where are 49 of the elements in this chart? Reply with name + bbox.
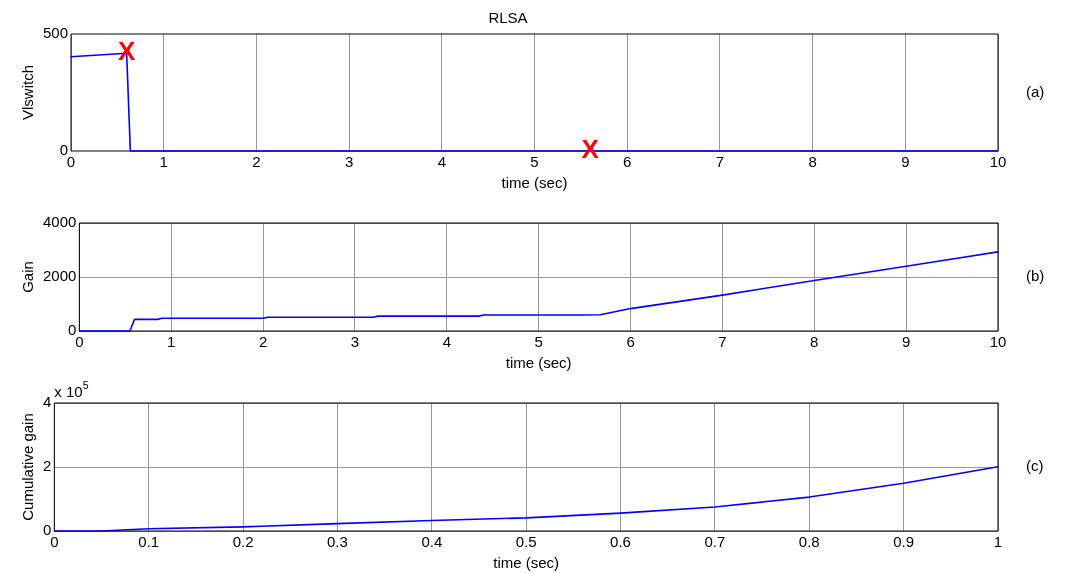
y-tick-label: 2000 — [42, 267, 77, 285]
x-tick-label: 10 — [989, 153, 1007, 171]
x-tick-label: 0.7 — [704, 533, 726, 551]
x-tick-label: 9 — [901, 333, 911, 351]
y-tick-label: 0 — [59, 141, 69, 159]
x-tick-label: 0.6 — [610, 533, 631, 551]
y-tick-label: 2 — [43, 457, 52, 475]
x-axis-title: time (sec) — [493, 554, 560, 572]
x-tick-label: 5 — [534, 333, 543, 351]
x-tick-label: 4 — [437, 153, 446, 171]
x-tick-label: 6 — [623, 153, 632, 171]
x-tick-label: 0.1 — [138, 533, 160, 551]
x-tick-label: 1 — [167, 333, 176, 351]
x-tick-label: 7 — [718, 333, 727, 351]
text: (a) — [1026, 82, 1045, 100]
x-tick-label: 0.8 — [798, 533, 820, 551]
y-axis-title: Vlswitch — [19, 64, 37, 121]
x-tick-label: 0.5 — [515, 533, 537, 551]
x-tick-label: 2 — [252, 153, 261, 171]
x-tick-label: 10 — [989, 333, 1007, 351]
y-axis-title: Cumulative gain — [19, 413, 37, 521]
x-axis-title: time (sec) — [501, 174, 568, 192]
x-tick-label: 8 — [808, 153, 817, 171]
annotation: X — [117, 36, 136, 67]
text: (c) — [1026, 457, 1044, 475]
y-axis-title: Gain — [19, 261, 37, 293]
text: (b) — [1026, 267, 1045, 285]
x-tick-label: 1 — [993, 533, 1003, 551]
x-tick-label: 3 — [344, 153, 354, 171]
x-tick-label: 4 — [442, 333, 451, 351]
x-tick-label: 1 — [159, 153, 168, 171]
x-axis-title: time (sec) — [505, 354, 572, 372]
x-tick-label: 5 — [530, 153, 539, 171]
x-tick-label: 6 — [626, 333, 635, 351]
y-tick-label: 500 — [43, 24, 69, 42]
x-tick-label: 7 — [715, 153, 725, 171]
x-tick-label: 0.2 — [232, 533, 254, 551]
y-tick-label: 0 — [68, 321, 77, 339]
x-tick-label: 0.3 — [327, 533, 348, 551]
y-tick-label: 4 — [43, 393, 52, 411]
y-tick-label: 4000 — [42, 213, 77, 231]
x-tick-label: 0.4 — [421, 533, 443, 551]
x-tick-label: 0.9 — [893, 533, 915, 551]
x-tick-label: 3 — [350, 333, 360, 351]
chart-title: RLSA — [488, 9, 528, 27]
x-tick-label: 2 — [258, 333, 268, 351]
y-tick-label: 0 — [43, 521, 52, 539]
x-tick-label: 9 — [901, 153, 910, 171]
x-tick-label: 8 — [810, 333, 819, 351]
